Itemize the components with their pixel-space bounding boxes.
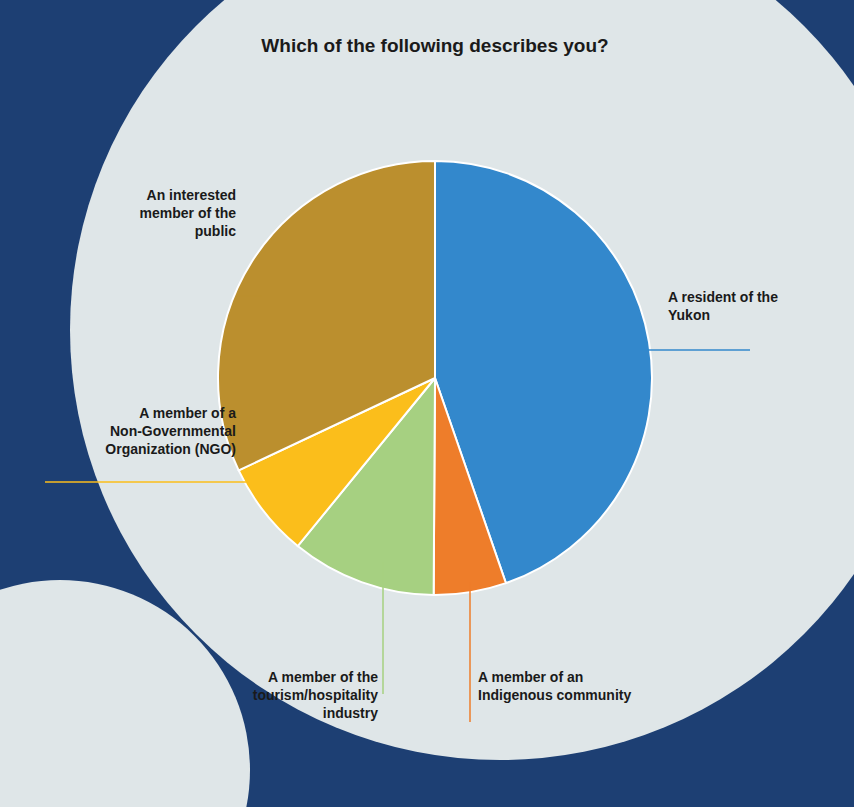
leader-line — [45, 481, 246, 483]
slice-label: A resident of theYukon — [668, 289, 778, 323]
chart: Which of the following describes you? A r… — [0, 0, 854, 807]
slice-label: A member of thetourism/hospitalityindust… — [253, 669, 378, 721]
title: Which of the following describes you? — [261, 35, 608, 56]
leader-line — [382, 562, 384, 694]
background-circle — [70, 0, 854, 760]
leader-line — [469, 582, 471, 722]
leader-line — [236, 295, 262, 297]
slice — [218, 161, 435, 470]
pie — [218, 161, 652, 595]
slice-label: A member of anIndigenous community — [478, 669, 631, 703]
leader-line — [640, 349, 750, 351]
slice-label: A member of aNon-GovernmentalOrganizatio… — [105, 405, 236, 457]
slice-label: An interestedmember of thepublic — [140, 187, 237, 239]
slice — [434, 378, 506, 595]
